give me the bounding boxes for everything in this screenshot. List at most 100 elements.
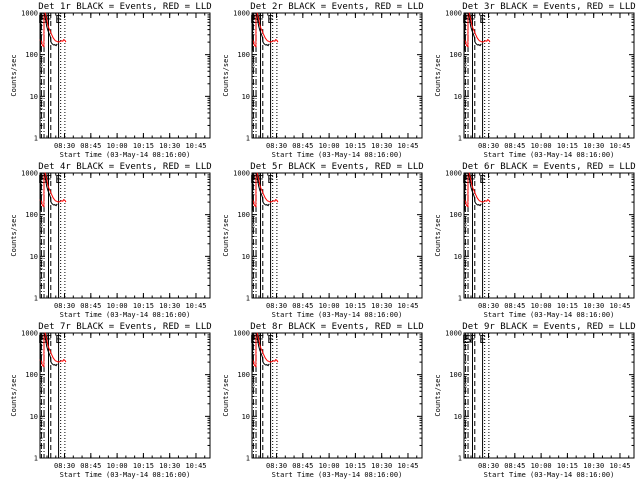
marker-label: F — [45, 173, 52, 186]
x-tick-label: 10:00 — [319, 302, 340, 310]
marker-label: F — [257, 333, 264, 346]
plot-frame — [463, 172, 635, 299]
y-tick-label: 100 — [237, 211, 250, 219]
y-tick-label: 1 — [34, 455, 38, 463]
plot-frame — [39, 332, 211, 459]
panel-det-6: Det 6r BLACK = Events, RED = LLD 1 10 100 10… — [434, 162, 636, 319]
x-tick-label: 10:15 — [133, 142, 154, 150]
x-tick-label: 10:00 — [319, 462, 340, 470]
panel-title: Det 3r BLACK = Events, RED = LLD — [462, 2, 635, 12]
plot-frame — [251, 332, 423, 459]
marker-label: S — [465, 333, 472, 346]
y-tick-label: 1000 — [233, 10, 250, 18]
x-tick-label: 10:45 — [397, 462, 418, 470]
events-series — [251, 172, 270, 213]
panel-det-9: Det 9r BLACK = Events, RED = LLD 1 10 100 10… — [434, 322, 636, 479]
marker-label: F — [257, 13, 264, 26]
lld-series — [251, 172, 279, 208]
x-tick-label: 10:15 — [345, 142, 366, 150]
x-tick-label: 08:30 — [54, 302, 75, 310]
plot-frame — [39, 172, 211, 299]
y-tick-label: 10 — [30, 413, 38, 421]
events-series — [39, 12, 58, 53]
y-tick-label: 100 — [237, 51, 250, 59]
x-axis-label: Start Time (03-May-14 08:16:00) — [272, 471, 403, 479]
y-axis-label: Counts/sec — [222, 54, 230, 96]
x-tick-label: 10:45 — [185, 142, 206, 150]
x-tick-label: 10:45 — [185, 302, 206, 310]
lld-series — [251, 12, 279, 48]
x-tick-label: 10:30 — [371, 462, 392, 470]
panel-title: Det 4r BLACK = Events, RED = LLD — [38, 162, 211, 172]
y-axis-label: Counts/sec — [434, 214, 442, 256]
lld-series — [39, 172, 67, 208]
y-tick-label: 10 — [242, 413, 250, 421]
plot-frame — [251, 12, 423, 139]
marker-label: F — [469, 13, 476, 26]
panel-title: Det 7r BLACK = Events, RED = LLD — [38, 322, 211, 332]
x-tick-label: 10:30 — [371, 142, 392, 150]
x-tick-label: 08:45 — [292, 462, 313, 470]
marker-label: F — [469, 173, 476, 186]
x-axis-label: Start Time (03-May-14 08:16:00) — [484, 151, 615, 159]
y-tick-label: 1 — [246, 135, 250, 143]
x-tick-label: 10:30 — [159, 462, 180, 470]
y-tick-label: 100 — [449, 51, 462, 59]
x-tick-label: 10:45 — [185, 462, 206, 470]
y-tick-label: 100 — [25, 371, 38, 379]
plot-frame — [463, 332, 635, 459]
y-axis-label: Counts/sec — [434, 374, 442, 416]
x-tick-label: 08:30 — [266, 302, 287, 310]
events-series — [251, 12, 270, 53]
marker-label: F — [45, 333, 52, 346]
marker-label: E — [55, 173, 62, 186]
x-tick-label: 10:15 — [345, 462, 366, 470]
x-tick-label: 08:45 — [504, 462, 525, 470]
y-tick-label: 1000 — [445, 10, 462, 18]
x-tick-label: 10:45 — [609, 142, 630, 150]
y-tick-label: 1000 — [233, 170, 250, 178]
panel-title: Det 8r BLACK = Events, RED = LLD — [250, 322, 423, 332]
y-tick-label: 100 — [449, 371, 462, 379]
lld-series — [39, 332, 67, 368]
y-axis-label: Counts/sec — [222, 374, 230, 416]
x-axis-label: Start Time (03-May-14 08:16:00) — [272, 311, 403, 319]
x-tick-label: 10:30 — [583, 142, 604, 150]
y-tick-label: 1000 — [21, 10, 38, 18]
panel-title: Det 6r BLACK = Events, RED = LLD — [462, 162, 635, 172]
y-tick-label: 10 — [242, 253, 250, 261]
y-tick-label: 1000 — [21, 330, 38, 338]
x-tick-label: 10:30 — [583, 462, 604, 470]
x-tick-label: 10:15 — [133, 462, 154, 470]
x-tick-label: 10:15 — [557, 142, 578, 150]
marker-label: E — [55, 13, 62, 26]
x-tick-label: 08:30 — [266, 462, 287, 470]
y-axis-label: Counts/sec — [10, 214, 18, 256]
x-tick-label: 10:30 — [583, 302, 604, 310]
x-tick-label: 10:00 — [107, 302, 128, 310]
x-tick-label: 10:00 — [107, 462, 128, 470]
y-tick-label: 1 — [246, 295, 250, 303]
x-axis-label: Start Time (03-May-14 08:16:00) — [60, 151, 191, 159]
plot-frame — [251, 172, 423, 299]
x-axis-label: Start Time (03-May-14 08:16:00) — [272, 151, 403, 159]
x-tick-label: 08:30 — [478, 302, 499, 310]
marker-label: E — [267, 13, 274, 26]
y-tick-label: 1 — [246, 455, 250, 463]
panel-det-4: Det 4r BLACK = Events, RED = LLD 1 10 100 10… — [10, 162, 212, 319]
y-tick-label: 100 — [25, 211, 38, 219]
y-tick-label: 10 — [242, 93, 250, 101]
x-tick-label: 08:45 — [504, 302, 525, 310]
x-axis-label: Start Time (03-May-14 08:16:00) — [484, 311, 615, 319]
y-tick-label: 100 — [237, 371, 250, 379]
panel-det-2: Det 2r BLACK = Events, RED = LLD 1 10 100 10… — [222, 2, 424, 159]
marker-label: E — [267, 333, 274, 346]
panel-det-7: Det 7r BLACK = Events, RED = LLD 1 10 100 10… — [10, 322, 212, 479]
y-tick-label: 1000 — [445, 330, 462, 338]
x-tick-label: 10:45 — [609, 302, 630, 310]
marker-label: E — [267, 173, 274, 186]
y-tick-label: 10 — [30, 93, 38, 101]
panel-title: Det 5r BLACK = Events, RED = LLD — [250, 162, 423, 172]
x-tick-label: 08:45 — [292, 302, 313, 310]
